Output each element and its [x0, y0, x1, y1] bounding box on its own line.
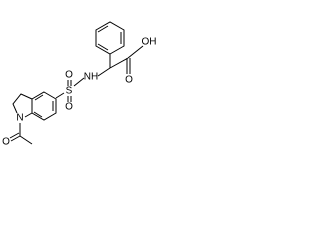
bond: [109, 57, 129, 69]
atom-label: O: [65, 70, 73, 81]
bond: [33, 111, 43, 118]
atom-label: O: [65, 102, 73, 113]
atom-label: O: [2, 137, 10, 148]
bond: [24, 112, 33, 118]
atom-label: N: [16, 113, 23, 124]
bond: [127, 45, 144, 59]
bond: [34, 94, 44, 101]
atom-label: O: [125, 75, 133, 86]
phenyl-ring: [95, 21, 125, 55]
bond: [97, 67, 111, 77]
bond: [73, 77, 85, 87]
bond: [97, 43, 109, 51]
atom-label: NH: [84, 72, 98, 83]
atom-label: S: [66, 86, 73, 97]
atom-label: OH: [142, 37, 157, 48]
bond: [19, 135, 33, 145]
structure: OH O NH S O O N O: [2, 21, 157, 148]
five-ring: [12, 93, 33, 114]
bond: [55, 92, 65, 99]
benzene-ring: [31, 91, 57, 121]
bond: [9, 132, 20, 139]
bond: [97, 25, 109, 33]
bond: [10, 135, 21, 142]
